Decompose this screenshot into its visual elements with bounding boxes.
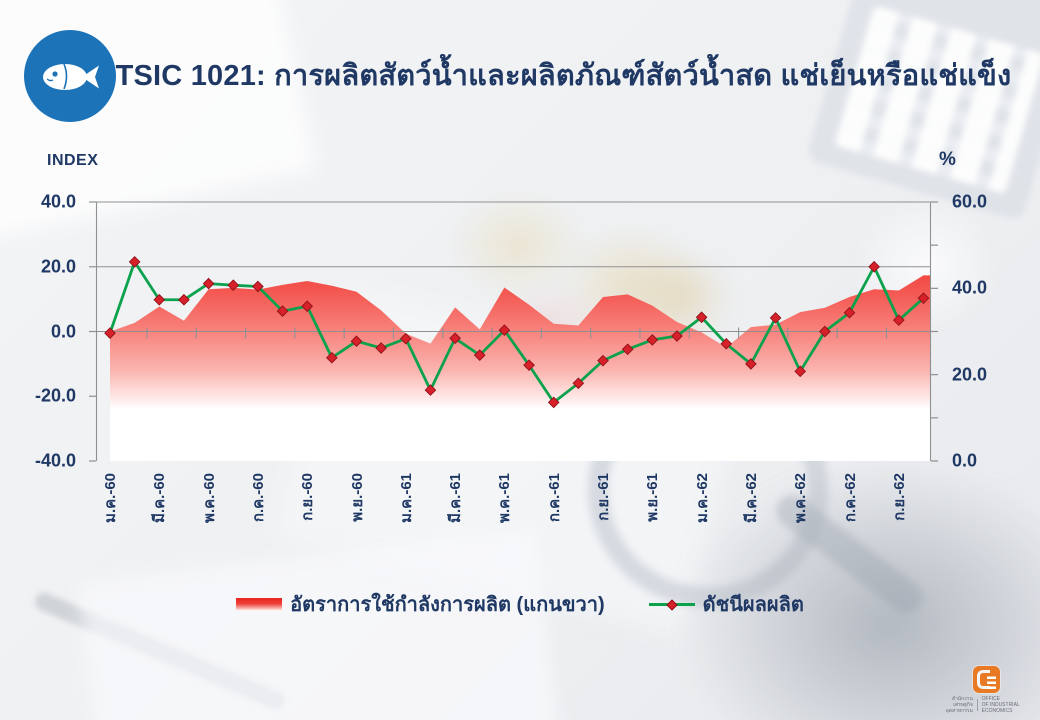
x-axis-category-label: ก.ย.-61 (595, 473, 612, 521)
x-axis-category-label: ก.ค.-60 (249, 473, 267, 523)
data-point-marker (917, 292, 930, 304)
chart-svg (89, 201, 938, 462)
fish-icon-glyph (43, 63, 99, 90)
x-axis-category-label: พ.ย.-61 (644, 473, 662, 522)
data-point-marker (498, 324, 511, 337)
data-point-marker (843, 306, 856, 319)
right-axis-tick-label: 40.0 (952, 277, 988, 298)
x-axis-category-label: พ.ย.-60 (348, 473, 366, 522)
x-axis-category-label: ก.ค.-61 (545, 473, 563, 523)
oie-logo-thai-text: สำนักงาน เศรษฐกิจอุตสาหกรรม (945, 696, 973, 714)
data-point-marker (868, 260, 880, 273)
x-axis-category-label: ม.ค.-62 (693, 473, 711, 523)
data-point-marker (128, 256, 141, 268)
data-point-marker (671, 330, 683, 342)
x-axis-category-label: พ.ค.-60 (200, 473, 218, 523)
data-point-marker (301, 300, 314, 313)
x-axis-category-label: พ.ค.-62 (792, 473, 810, 523)
data-point-marker (227, 279, 240, 292)
x-axis-category-label: ก.ย.-62 (890, 473, 908, 521)
data-point-marker (745, 358, 757, 370)
data-point-marker (178, 293, 190, 306)
left-axis-unit-label: INDEX (47, 152, 99, 169)
data-point-marker (424, 384, 437, 396)
line-series-production-index (108, 260, 925, 404)
line-series-swatch (648, 597, 695, 611)
data-point-marker (276, 305, 289, 317)
oie-logo: สำนักงาน เศรษฐกิจอุตสาหกรรม OFFICE OF IN… (938, 666, 1034, 714)
page-title: TSIC 1021: การผลิตสัตว์น้ำและผลิตภัณฑ์สั… (115, 60, 1012, 92)
data-point-marker (153, 293, 166, 306)
chart-legend: อัตราการใช้กำลังการผลิต (แกนขวา) ดัชนีผล… (0, 588, 1040, 620)
area-series-capacity (110, 275, 931, 461)
oie-logo-e-shape (986, 672, 996, 689)
x-axis-category-label: ก.ย.-60 (299, 473, 317, 521)
data-point-marker (621, 343, 634, 356)
data-point-marker (819, 325, 831, 338)
data-point-marker (646, 334, 659, 346)
data-point-marker (350, 335, 363, 348)
oie-logo-english-text: OFFICE OF INDUSTRIAL ECONOMICS (981, 696, 1020, 714)
oie-logo-divider (976, 699, 978, 711)
data-point-marker (794, 365, 807, 378)
left-axis-tick-label: -20.0 (34, 385, 76, 406)
data-point-marker (523, 359, 535, 372)
calculator-watermark (805, 0, 1040, 222)
x-axis-category-label: มี.ค.-61 (447, 473, 465, 523)
paper-watermark (77, 527, 563, 720)
data-point-marker (326, 351, 338, 364)
data-point-marker (892, 314, 905, 327)
x-axis-category-label: มี.ค.-60 (151, 473, 169, 523)
data-point-marker (104, 327, 116, 339)
data-point-marker (399, 332, 412, 345)
left-axis-tick-label: -40.0 (34, 450, 76, 471)
right-axis-tick-label: 0.0 (952, 450, 978, 471)
data-point-marker (202, 277, 215, 290)
data-point-marker (375, 342, 387, 354)
oie-logo-text: สำนักงาน เศรษฐกิจอุตสาหกรรม OFFICE OF IN… (938, 696, 1034, 714)
right-axis-tick-label: 60.0 (952, 191, 988, 212)
data-point-marker (572, 377, 585, 390)
left-axis-tick-label: 40.0 (40, 191, 76, 212)
left-axis-tick-label: 0.0 (50, 321, 76, 341)
data-point-marker (547, 396, 560, 409)
left-axis-tick-label: 20.0 (40, 256, 76, 277)
oie-logo-icon (972, 666, 1000, 693)
data-point-marker (695, 311, 708, 324)
x-axis-category-label: ม.ค.-60 (102, 473, 119, 523)
data-point-marker (597, 354, 609, 367)
right-axis-unit-label: % (939, 149, 956, 170)
data-point-marker (769, 312, 782, 324)
data-point-marker (252, 280, 264, 293)
x-axis-category-label: มี.ค.-62 (742, 473, 760, 523)
x-axis-category-label: ก.ค.-62 (841, 473, 859, 523)
legend-item-capacity: อัตราการใช้กำลังการผลิต (แกนขวา) (236, 588, 605, 620)
fish-icon (24, 30, 116, 122)
chart-plot-area (86, 192, 942, 472)
data-point-marker (473, 349, 486, 361)
legend-item-index: ดัชนีผลผลิต (648, 588, 804, 620)
data-point-marker (720, 337, 733, 350)
legend-label-index: ดัชนีผลผลิต (702, 594, 804, 616)
right-axis-tick-label: 20.0 (952, 364, 988, 385)
x-axis-category-label: ม.ค.-61 (397, 473, 415, 523)
x-axis-category-label: พ.ค.-61 (496, 473, 514, 523)
oie-logo-g-shape (976, 670, 990, 689)
legend-diamond-marker (665, 598, 678, 611)
data-point-marker (449, 332, 461, 345)
calculator-keys-watermark (834, 5, 1040, 194)
legend-label-capacity: อัตราการใช้กำลังการผลิต (แกนขวา) (290, 594, 605, 616)
area-series-swatch (236, 597, 283, 611)
